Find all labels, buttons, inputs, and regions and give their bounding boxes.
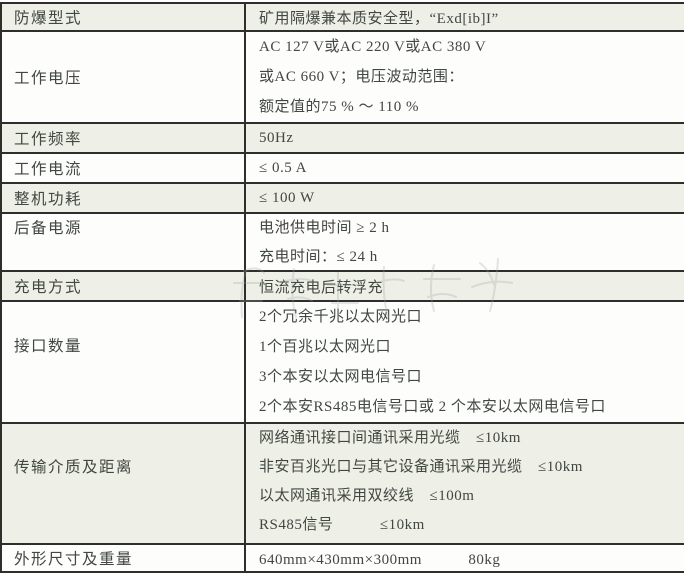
spec-line: ≤ 100 W [259,189,315,206]
table-row: 整机功耗 ≤ 100 W [2,184,684,214]
spec-line: RS485信号 ≤10km [259,517,425,533]
spec-line: 额定值的75 % ～ 110 % [259,99,419,115]
table-row: 防爆型式 矿用隔爆兼本质安全型，“Exd[ib]I” [2,4,684,32]
row-value: AC 127 V或AC 220 V或AC 380 V 或AC 660 V；电压波… [246,32,684,122]
spec-line: ≤ 0.5 A [259,159,307,176]
row-label: 充电方式 [2,272,246,300]
row-label: 外形尺寸及重量 [2,545,246,571]
row-value: 2个冗余千兆以太网光口 1个百兆以太网光口 3个本安以太网电信号口 2个本安RS… [246,302,684,422]
spec-line: 3个本安以太网电信号口 [259,369,423,385]
row-label: 工作频率 [2,124,246,152]
row-label: 接口数量 [2,302,246,422]
row-value: 网络通讯接口间通讯采用光缆 ≤10km 非安百兆光口与其它设备通讯采用光缆 ≤1… [246,424,684,543]
spec-line: 恒流充电后转浮充 [259,279,384,296]
spec-line: 1个百兆以太网光口 [259,339,392,355]
spec-line: 矿用隔爆兼本质安全型，“Exd[ib]I” [259,10,499,27]
row-value: 矿用隔爆兼本质安全型，“Exd[ib]I” [246,4,684,30]
table-row: 充电方式 恒流充电后转浮充 [2,272,684,302]
row-label: 工作电流 [2,154,246,182]
table-row: 工作电流 ≤ 0.5 A [2,154,684,184]
spec-line: 或AC 660 V；电压波动范围： [259,69,464,85]
spec-line: 充电时间：≤ 24 h [259,249,378,265]
row-value: 50Hz [246,124,684,152]
spec-line: 50Hz [259,129,294,146]
spec-line: 非安百兆光口与其它设备通讯采用光缆 ≤10km [259,459,583,475]
row-label: 工作电压 [2,32,246,122]
table-row: 接口数量 2个冗余千兆以太网光口 1个百兆以太网光口 3个本安以太网电信号口 2… [2,302,684,424]
spec-line: 2个本安RS485电信号口或 2 个本安以太网电信号口 [259,399,606,415]
table-row: 工作电压 AC 127 V或AC 220 V或AC 380 V 或AC 660 … [2,32,684,124]
table-row: 后备电源 电池供电时间 ≥ 2 h 充电时间：≤ 24 h [2,214,684,272]
row-value: 640mm×430mm×300mm 80kg [246,545,684,571]
spec-line: 2个冗余千兆以太网光口 [259,309,423,325]
row-label: 传输介质及距离 [2,424,246,543]
row-value: ≤ 100 W [246,184,684,212]
table-row: 传输介质及距离 网络通讯接口间通讯采用光缆 ≤10km 非安百兆光口与其它设备通… [2,424,684,545]
spec-table: 防爆型式 矿用隔爆兼本质安全型，“Exd[ib]I” 工作电压 AC 127 V… [0,2,684,573]
row-label: 整机功耗 [2,184,246,212]
spec-line: AC 127 V或AC 220 V或AC 380 V [259,39,487,55]
row-value: 电池供电时间 ≥ 2 h 充电时间：≤ 24 h [246,214,684,270]
spec-line: 640mm×430mm×300mm 80kg [259,551,501,568]
row-label: 防爆型式 [2,4,246,30]
table-row: 外形尺寸及重量 640mm×430mm×300mm 80kg [2,545,684,573]
row-label: 后备电源 [2,214,246,270]
row-value: ≤ 0.5 A [246,154,684,182]
spec-line: 以太网通讯采用双绞线 ≤100m [259,488,475,504]
spec-line: 网络通讯接口间通讯采用光缆 ≤10km [259,430,521,446]
table-row: 工作频率 50Hz [2,124,684,154]
row-value: 恒流充电后转浮充 [246,272,684,300]
spec-line: 电池供电时间 ≥ 2 h [259,220,390,236]
